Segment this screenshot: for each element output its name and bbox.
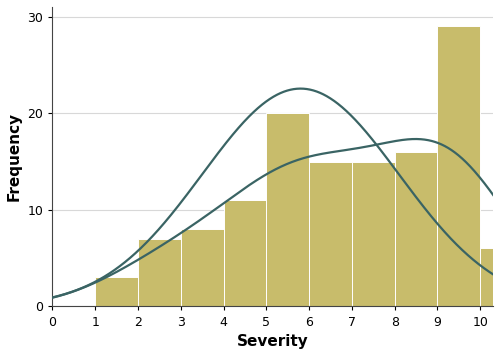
- Bar: [480, 248, 500, 307]
- Bar: [352, 162, 395, 307]
- Y-axis label: Frequency: Frequency: [7, 112, 22, 201]
- Bar: [138, 239, 180, 307]
- Bar: [95, 277, 138, 307]
- Bar: [438, 26, 480, 307]
- Bar: [394, 152, 438, 307]
- Bar: [309, 162, 352, 307]
- X-axis label: Severity: Severity: [237, 334, 308, 349]
- Bar: [180, 229, 224, 307]
- Bar: [224, 200, 266, 307]
- Bar: [266, 113, 309, 307]
